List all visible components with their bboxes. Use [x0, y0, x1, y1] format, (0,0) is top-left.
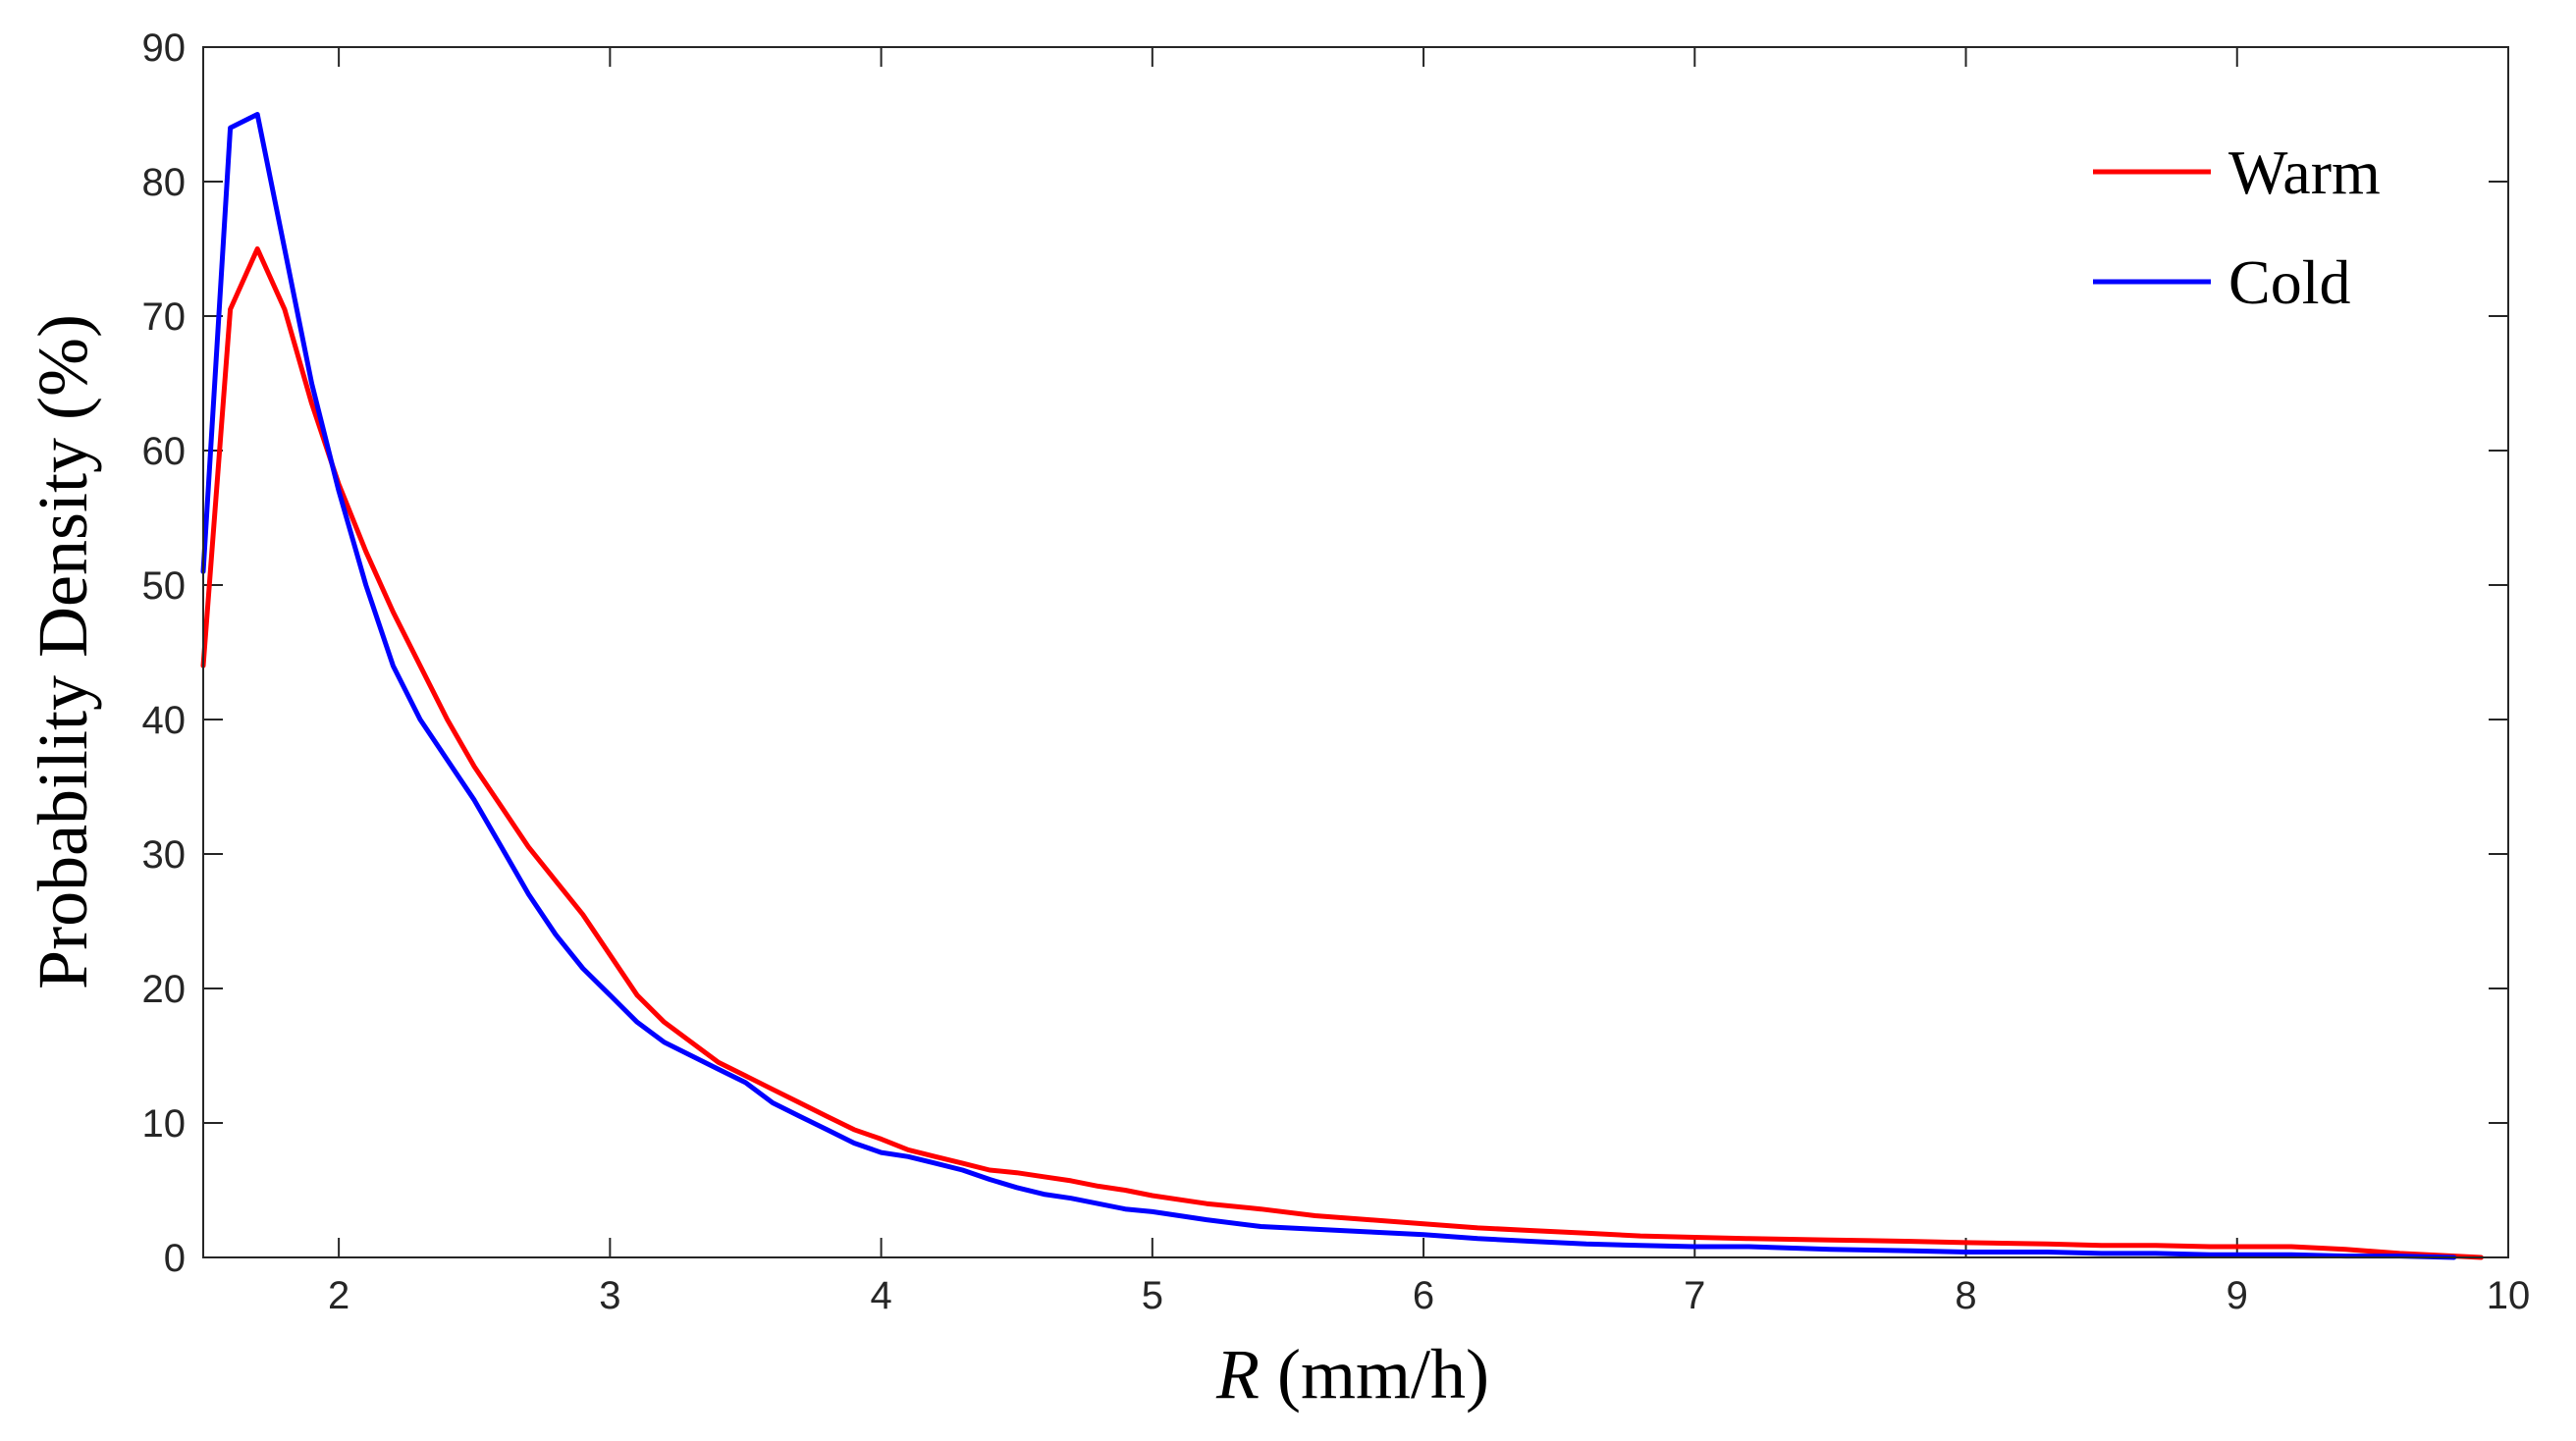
y-tick-label: 90: [142, 27, 187, 70]
y-tick-label: 50: [142, 564, 187, 608]
x-tick-label: 8: [1955, 1274, 1976, 1317]
x-axis-title: R (mm/h): [1215, 1335, 1489, 1414]
x-tick-label: 6: [1413, 1274, 1434, 1317]
series-line-warm: [200, 246, 2484, 1260]
plot-background: [203, 47, 2508, 1257]
y-axis-title: Probability Density (%): [24, 314, 102, 989]
legend-label-cold: Cold: [2228, 247, 2350, 317]
x-axis-title-unit: (mm/h): [1260, 1335, 1489, 1414]
x-tick-label: 4: [870, 1274, 891, 1317]
series-line-cold: [200, 112, 2457, 1260]
y-tick-label: 0: [164, 1237, 186, 1280]
legend-label-warm: Warm: [2228, 137, 2381, 207]
x-tick-label: 9: [2227, 1274, 2248, 1317]
y-tick-label: 10: [142, 1102, 187, 1146]
x-tick-label: 2: [328, 1274, 349, 1317]
x-tick-label: 7: [1684, 1274, 1705, 1317]
x-axis-title-variable: R: [1215, 1335, 1260, 1414]
x-tick-label: 3: [599, 1274, 620, 1317]
y-tick-label: 70: [142, 295, 187, 339]
series-lines: [200, 112, 2484, 1260]
y-tick-label: 60: [142, 430, 187, 473]
y-tick-label: 80: [142, 161, 187, 204]
y-tick-label: 30: [142, 833, 187, 877]
y-tick-label: 40: [142, 699, 187, 742]
y-tick-label: 20: [142, 968, 187, 1011]
x-tick-label: 10: [2487, 1274, 2531, 1317]
x-tick-label: 5: [1142, 1274, 1163, 1317]
plot-frame: [202, 46, 2509, 1258]
legend: Warm Cold: [2093, 137, 2381, 317]
